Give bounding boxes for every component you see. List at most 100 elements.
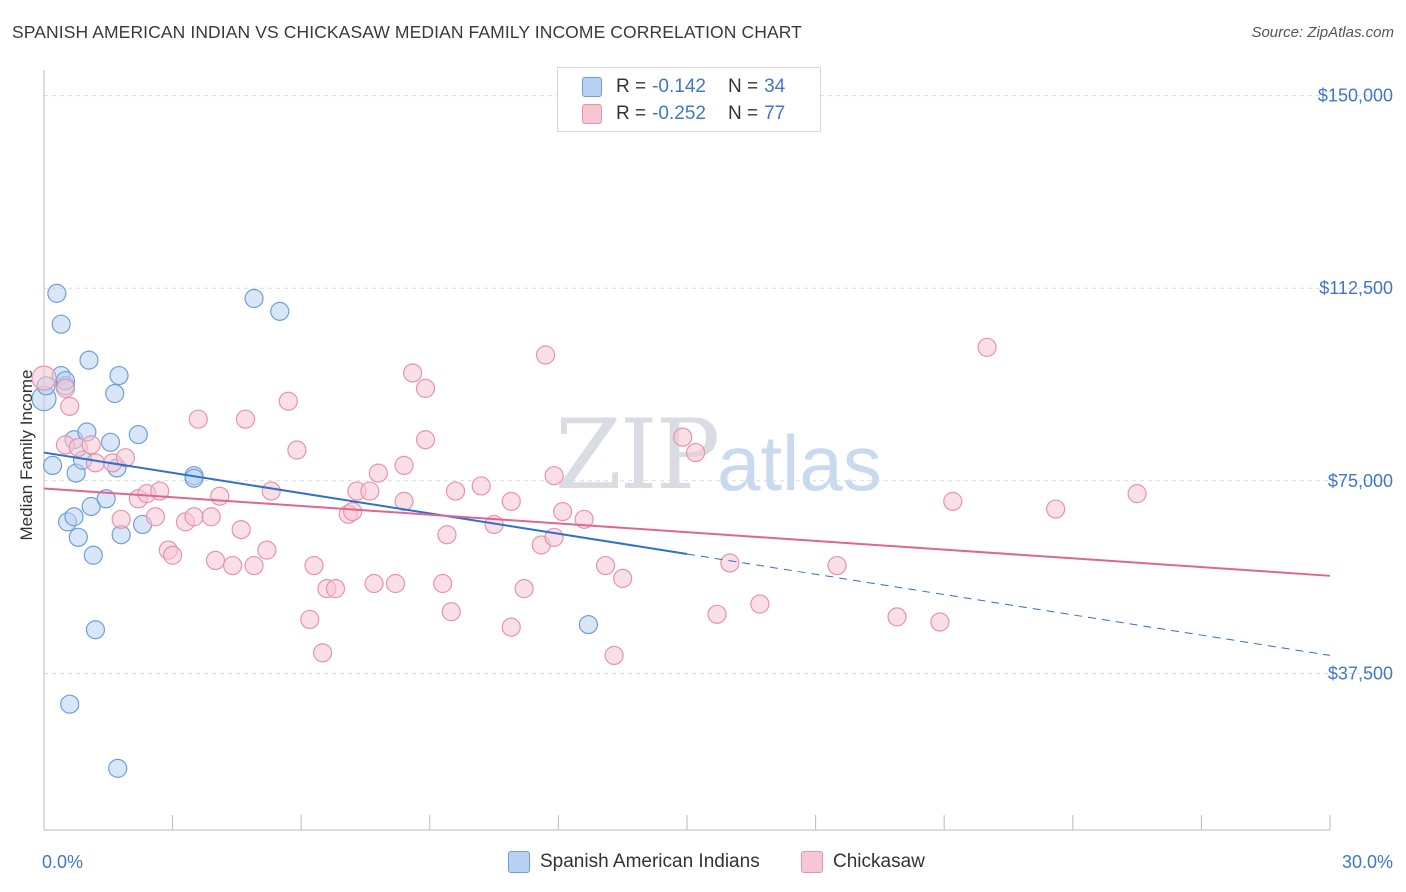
point-spanish-american-indians xyxy=(270,301,290,321)
y-tick-label: $37,500 xyxy=(1328,663,1393,683)
point-chickasaw xyxy=(930,612,950,632)
point-chickasaw xyxy=(313,643,333,663)
point-chickasaw xyxy=(887,607,907,627)
point-chickasaw xyxy=(433,573,453,594)
point-chickasaw xyxy=(445,481,466,501)
point-chickasaw xyxy=(360,481,380,501)
point-chickasaw xyxy=(257,540,277,560)
point-chickasaw xyxy=(60,396,80,416)
point-chickasaw xyxy=(188,409,208,429)
point-spanish-american-indians xyxy=(578,614,599,635)
correlation-legend: R = -0.142 N = 34 R = -0.252 N = 77 xyxy=(557,67,821,132)
legend-r-value: -0.142 xyxy=(652,76,706,97)
x-tick-labels: 0.0% 30.0% xyxy=(42,852,1393,872)
point-chickasaw xyxy=(163,545,183,565)
legend-r-label: R = xyxy=(616,76,647,97)
point-chickasaw xyxy=(325,579,346,599)
point-chickasaw xyxy=(553,502,573,522)
point-chickasaw xyxy=(85,453,106,473)
point-chickasaw xyxy=(613,568,633,588)
point-chickasaw xyxy=(514,579,534,599)
point-chickasaw xyxy=(415,430,436,450)
legend-row-spanish-american-indians: R = -0.142 N = 34 xyxy=(582,75,785,99)
point-chickasaw xyxy=(261,481,281,501)
point-spanish-american-indians xyxy=(128,424,148,445)
legend-swatch-pink xyxy=(801,851,823,873)
point-chickasaw xyxy=(544,466,564,486)
point-chickasaw xyxy=(223,555,243,576)
legend-label: Spanish American Indians xyxy=(540,851,760,872)
point-chickasaw xyxy=(368,463,388,483)
point-spanish-american-indians xyxy=(47,283,67,303)
point-chickasaw xyxy=(394,455,414,476)
point-spanish-american-indians xyxy=(79,350,99,370)
series-legend: Spanish American Indians Chickasaw xyxy=(0,851,1406,879)
y-tick-label: $75,000 xyxy=(1328,471,1393,491)
point-chickasaw xyxy=(304,555,324,576)
point-chickasaw xyxy=(55,378,76,398)
legend-r-value: -0.252 xyxy=(652,103,706,124)
point-chickasaw xyxy=(750,594,770,614)
legend-swatch-pink xyxy=(582,104,602,124)
point-spanish-american-indians xyxy=(83,545,103,565)
point-spanish-american-indians xyxy=(108,758,128,778)
point-chickasaw xyxy=(278,391,298,411)
gridlines xyxy=(44,95,1392,674)
watermark: ZIP atlas xyxy=(555,399,882,511)
y-tick-labels: $150,000 $112,500 $75,000 $37,500 xyxy=(1318,86,1393,684)
x-tick-label: 30.0% xyxy=(1342,852,1393,872)
scatter-points xyxy=(31,283,1147,778)
point-chickasaw xyxy=(231,519,251,540)
point-chickasaw xyxy=(501,491,521,511)
point-chickasaw xyxy=(604,645,624,666)
point-chickasaw xyxy=(287,440,307,460)
point-chickasaw xyxy=(81,435,101,455)
point-chickasaw xyxy=(244,555,264,576)
legend-item-chickasaw[interactable]: Chickasaw xyxy=(801,851,925,873)
legend-n-value: 34 xyxy=(764,76,786,97)
trend-lines xyxy=(43,451,1331,656)
x-tick-label: 0.0% xyxy=(42,852,83,872)
point-chickasaw xyxy=(720,553,740,573)
point-spanish-american-indians xyxy=(60,694,80,714)
point-spanish-american-indians xyxy=(184,468,204,488)
point-chickasaw xyxy=(403,363,423,383)
legend-n-label: N = xyxy=(727,103,759,124)
point-spanish-american-indians xyxy=(96,489,116,509)
legend-item-spanish-american-indians[interactable]: Spanish American Indians xyxy=(508,851,760,873)
trend-line-solid xyxy=(43,451,688,555)
point-chickasaw xyxy=(235,409,256,429)
point-spanish-american-indians xyxy=(64,507,84,527)
watermark-atlas: atlas xyxy=(717,419,882,507)
point-chickasaw xyxy=(1127,484,1147,504)
point-chickasaw xyxy=(501,617,521,637)
point-chickasaw xyxy=(673,427,693,447)
point-chickasaw xyxy=(437,525,457,545)
point-spanish-american-indians xyxy=(244,288,264,309)
point-spanish-american-indians xyxy=(85,620,106,640)
point-chickasaw xyxy=(205,550,226,571)
point-spanish-american-indians xyxy=(81,496,101,517)
legend-swatch-blue xyxy=(508,851,530,873)
point-chickasaw xyxy=(300,609,320,630)
legend-n-value: 77 xyxy=(764,103,786,124)
axes xyxy=(43,70,1331,831)
point-chickasaw xyxy=(364,573,384,594)
legend-n-label: N = xyxy=(727,76,759,97)
point-spanish-american-indians xyxy=(68,527,88,547)
point-chickasaw xyxy=(827,555,847,576)
source-label: Source: ZipAtlas.com xyxy=(1251,24,1394,41)
legend-r-label: R = xyxy=(616,103,647,124)
legend-label: Chickasaw xyxy=(833,851,925,872)
point-chickasaw xyxy=(685,442,706,463)
y-axis-label: Median Family Income xyxy=(17,369,36,540)
point-chickasaw xyxy=(385,573,406,594)
point-spanish-american-indians xyxy=(42,455,63,476)
point-chickasaw xyxy=(145,507,166,527)
point-spanish-american-indians xyxy=(51,314,71,334)
point-chickasaw xyxy=(943,491,963,511)
point-chickasaw xyxy=(707,604,727,624)
point-chickasaw xyxy=(441,602,461,622)
trend-line-solid xyxy=(43,487,1331,577)
legend-row-chickasaw: R = -0.252 N = 77 xyxy=(582,102,785,126)
